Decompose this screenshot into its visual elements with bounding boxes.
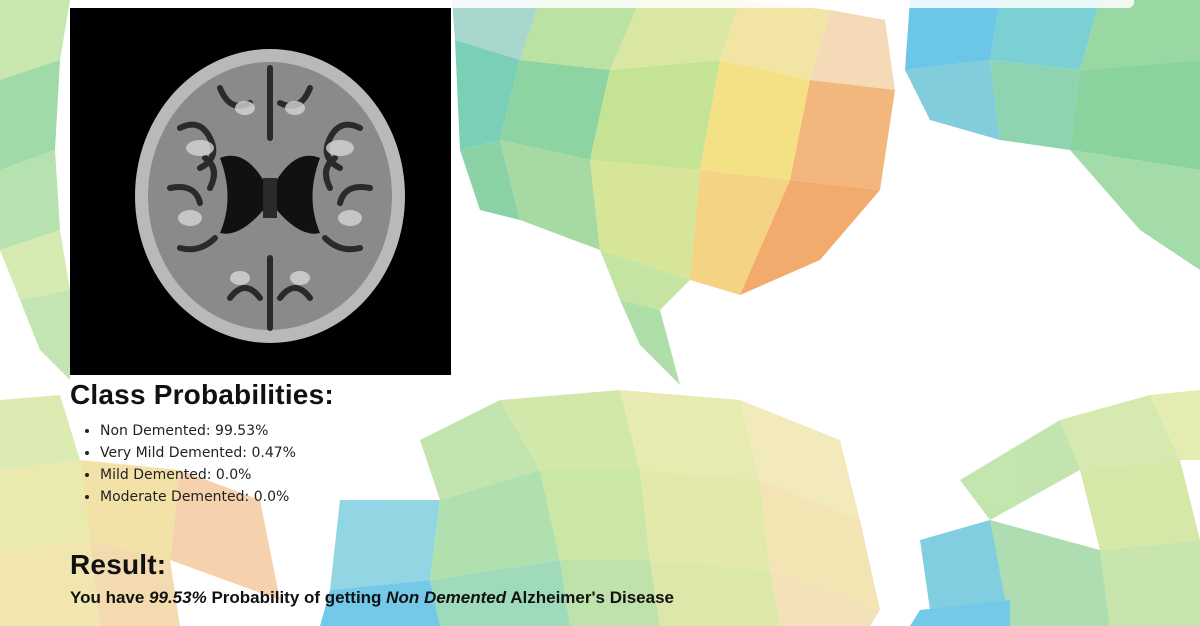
list-item: Moderate Demented: 0.0% (100, 486, 890, 508)
result-panel: Class Probabilities: Non Demented: 99.53… (70, 8, 890, 608)
result-probability: 99.53% (149, 588, 207, 607)
list-item: Non Demented: 99.53% (100, 420, 890, 442)
result-middle: Probability of getting (206, 588, 387, 607)
result-class-name: Non Demented (386, 588, 507, 607)
list-item: Very Mild Demented: 0.47% (100, 442, 890, 464)
class-probabilities-heading: Class Probabilities: (70, 379, 334, 410)
result-heading: Result: (70, 549, 167, 580)
mri-scan-image (70, 8, 451, 375)
probability-list: Non Demented: 99.53% Very Mild Demented:… (70, 420, 890, 508)
top-bar (70, 0, 1134, 8)
result-suffix: Alzheimer's Disease (506, 588, 674, 607)
result-prefix: You have (70, 588, 150, 607)
result-sentence: You have 99.53% Probability of getting N… (70, 588, 890, 608)
list-item: Mild Demented: 0.0% (100, 464, 890, 486)
